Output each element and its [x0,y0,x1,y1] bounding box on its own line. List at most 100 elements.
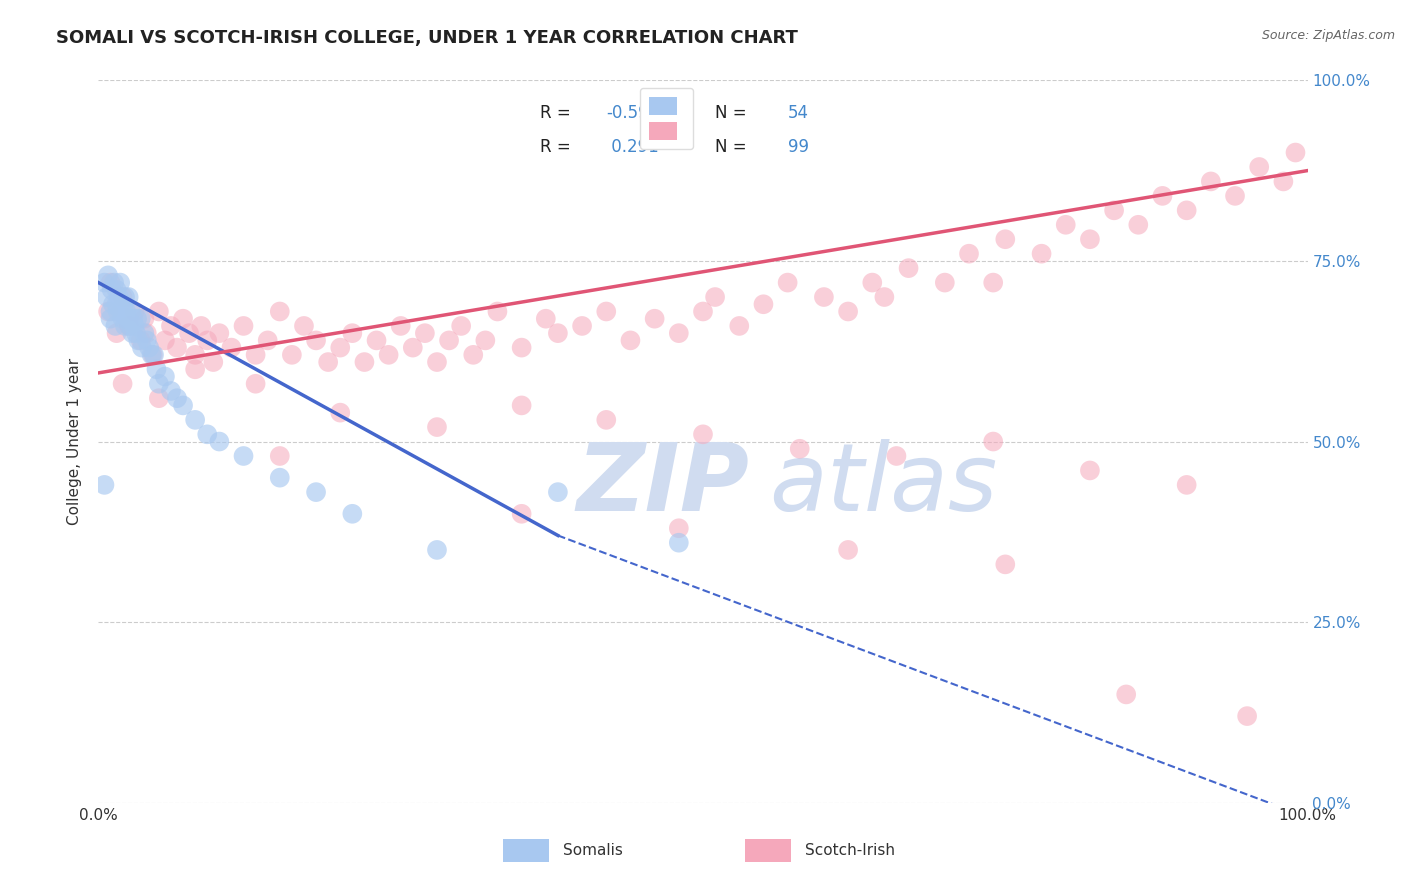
Point [103,276,125,290]
Point [202,355,225,369]
Point [172,398,194,412]
Point [692,304,714,318]
Text: atlas: atlas [769,440,998,531]
Point [256,334,278,348]
Point [93,276,115,290]
Point [232,449,254,463]
Point [413,326,436,340]
Point [96,290,118,304]
Point [668,535,690,549]
Point [108,290,131,304]
Point [897,261,920,276]
Point [118,290,141,304]
Point [166,391,188,405]
Point [837,542,859,557]
Legend: , : , [640,88,693,149]
Point [463,348,485,362]
Point [1175,203,1198,218]
Point [1031,246,1053,260]
Text: Source: ZipAtlas.com: Source: ZipAtlas.com [1261,29,1395,42]
Point [1152,189,1174,203]
Point [837,304,859,318]
Text: ZIP: ZIP [576,439,749,531]
Point [619,334,641,348]
Point [129,334,152,348]
Point [269,304,291,318]
Point [153,334,176,348]
Point [426,542,449,557]
Text: SOMALI VS SCOTCH-IRISH COLLEGE, UNDER 1 YEAR CORRELATION CHART: SOMALI VS SCOTCH-IRISH COLLEGE, UNDER 1 … [56,29,799,46]
Point [195,427,218,442]
Point [166,341,188,355]
Point [134,311,156,326]
Point [1272,174,1295,188]
Point [981,276,1004,290]
Point [292,318,315,333]
Point [221,341,243,355]
Point [994,232,1017,246]
Point [111,311,134,326]
Point [124,318,146,333]
Point [124,304,146,318]
Point [117,311,139,326]
Point [281,348,304,362]
Point [813,290,835,304]
Point [752,297,775,311]
Point [1102,203,1125,218]
Point [957,246,980,260]
Point [510,507,533,521]
Point [1249,160,1271,174]
Point [547,326,569,340]
Point [1199,174,1222,188]
Point [105,283,128,297]
Point [160,318,183,333]
Point [114,290,136,304]
Point [101,297,124,311]
Point [1115,687,1137,701]
Point [134,326,156,340]
Point [142,348,165,362]
Text: N =: N = [716,137,752,156]
Point [115,304,138,318]
Point [127,334,149,348]
Point [595,304,617,318]
Point [148,304,170,318]
Point [208,326,231,340]
Point [860,276,883,290]
Point [316,355,339,369]
Point [100,276,122,290]
Point [125,326,148,340]
Point [135,326,157,340]
Point [269,449,291,463]
Point [704,290,727,304]
Point [426,355,449,369]
Point [105,297,128,311]
Point [305,485,328,500]
Point [994,558,1017,572]
Point [510,398,533,412]
Point [184,362,207,376]
Point [143,348,166,362]
Point [118,318,141,333]
Point [534,311,557,326]
Point [135,334,157,348]
Text: Scotch-Irish: Scotch-Irish [804,843,894,858]
Point [1223,189,1246,203]
Point [377,348,399,362]
Point [184,413,207,427]
Point [118,318,141,333]
Point [114,318,136,333]
Point [668,521,690,535]
Point [122,311,145,326]
Point [547,485,569,500]
Point [232,318,254,333]
Point [141,348,163,362]
Point [366,334,388,348]
Text: 99: 99 [787,137,808,156]
Text: 54: 54 [787,103,808,122]
Text: N =: N = [716,103,752,122]
Point [97,268,120,283]
Point [153,369,176,384]
Point [728,318,751,333]
Point [100,283,122,297]
